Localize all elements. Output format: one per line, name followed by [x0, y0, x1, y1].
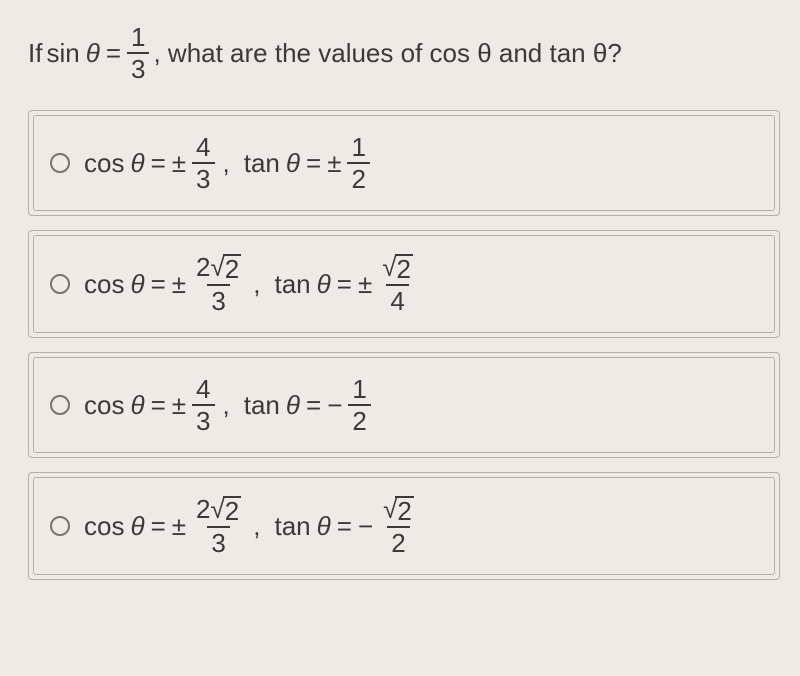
- fraction: 223: [192, 496, 245, 556]
- options-list: cosθ = ±43,tanθ = ±12cosθ = ±223,tanθ = …: [28, 110, 780, 580]
- cos-expression: cosθ = ±43: [84, 376, 215, 434]
- question-math: sinθ = 1 3: [46, 24, 149, 82]
- tan-expression: tanθ = ±24: [275, 254, 417, 314]
- tan-expression: tanθ = −22: [275, 496, 418, 556]
- radio-icon[interactable]: [50, 395, 70, 415]
- fraction: 223: [192, 254, 245, 314]
- fraction: 43: [192, 376, 214, 434]
- sqrt: 2: [383, 496, 414, 524]
- option-4[interactable]: cosθ = ±223,tanθ = −22: [28, 472, 780, 580]
- radio-icon[interactable]: [50, 274, 70, 294]
- fraction: 43: [192, 134, 214, 192]
- radio-icon[interactable]: [50, 153, 70, 173]
- fraction: 24: [378, 254, 417, 314]
- sqrt: 2: [382, 254, 413, 282]
- radio-icon[interactable]: [50, 516, 70, 536]
- sqrt: 2: [211, 254, 242, 282]
- fraction: 22: [379, 496, 418, 556]
- tan-expression: tanθ = ±12: [244, 134, 370, 192]
- option-3[interactable]: cosθ = ±43,tanθ = −12: [28, 352, 780, 458]
- cos-expression: cosθ = ±223: [84, 496, 245, 556]
- option-2[interactable]: cosθ = ±223,tanθ = ±24: [28, 230, 780, 338]
- cos-expression: cosθ = ±43: [84, 134, 215, 192]
- tan-expression: tanθ = −12: [244, 376, 371, 434]
- cos-expression: cosθ = ±223: [84, 254, 245, 314]
- fraction: 12: [348, 376, 370, 434]
- question-stem: If sinθ = 1 3 , what are the values of c…: [28, 24, 780, 82]
- option-1[interactable]: cosθ = ±43,tanθ = ±12: [28, 110, 780, 216]
- sqrt: 2: [211, 496, 242, 524]
- question-pre: If: [28, 35, 42, 71]
- question-post: , what are the values of cos θ and tan θ…: [153, 35, 621, 71]
- question-fraction: 1 3: [127, 24, 149, 82]
- fraction: 12: [347, 134, 369, 192]
